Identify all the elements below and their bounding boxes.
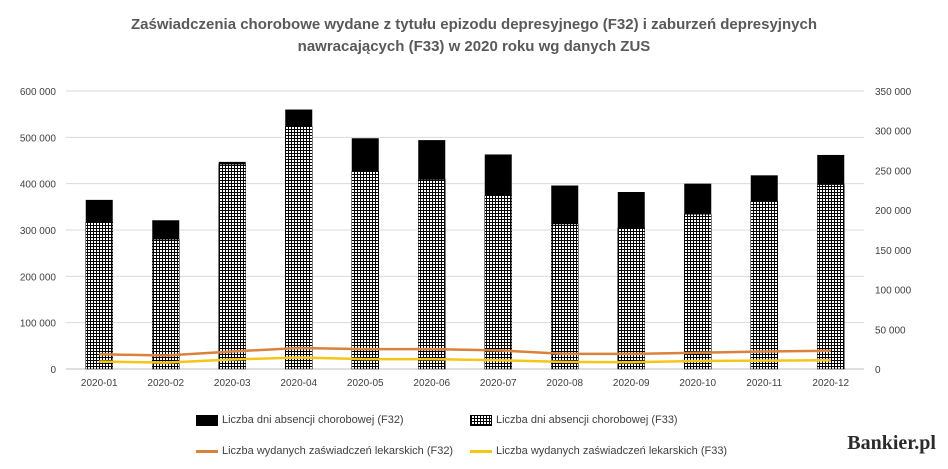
bar-f33-days [218, 163, 246, 370]
bar-f33-days [418, 179, 446, 370]
bar-f33-days [285, 126, 313, 370]
bar-f32-days [218, 161, 246, 165]
bar-f32-days [551, 185, 579, 224]
x-axis-tick-label: 2020-08 [546, 378, 583, 389]
left-axis-tick-label: 500 000 [20, 133, 57, 144]
x-axis-tick-label: 2020-03 [214, 378, 251, 389]
bar-f33-days [750, 201, 778, 370]
bar-f32-days [152, 220, 180, 240]
bar-f33-days [152, 239, 180, 370]
right-axis-tick-label: 200 000 [875, 206, 912, 217]
bar-f33-days [617, 227, 645, 370]
chart-title: Zaświadczenia chorobowe wydane z tytułu … [0, 14, 948, 58]
bar-f32-days [85, 199, 113, 223]
x-axis-tick-label: 2020-10 [679, 378, 716, 389]
right-axis-tick-label: 250 000 [875, 166, 912, 177]
left-axis-tick-label: 300 000 [20, 226, 57, 237]
bar-f33-days [551, 223, 579, 370]
left-axis-tick-label: 600 000 [20, 87, 57, 98]
right-axis-tick-label: 100 000 [875, 286, 912, 297]
bankier-logo: Bankier.pl [847, 432, 936, 454]
x-axis-tick-label: 2020-07 [480, 378, 517, 389]
bar-f33-days [85, 221, 113, 370]
bar-f32-days [418, 140, 446, 180]
x-axis-tick-label: 2020-09 [613, 378, 650, 389]
bar-f32-days [617, 192, 645, 228]
x-axis-tick-label: 2020-12 [812, 378, 849, 389]
left-axis-tick-label: 200 000 [20, 272, 57, 283]
x-axis-tick-label: 2020-04 [280, 378, 317, 389]
bar-f33-days [684, 213, 712, 370]
right-axis-tick-label: 350 000 [875, 87, 912, 98]
chart-title-line-2: nawracających (F33) w 2020 roku wg danyc… [297, 38, 651, 55]
line-f33-certs [99, 356, 831, 364]
bar-f32-days [484, 154, 512, 196]
left-axis-tick-label: 100 000 [20, 319, 57, 330]
bar-f32-days [750, 175, 778, 202]
bar-f32-days [684, 183, 712, 215]
left-axis-tick-label: 0 [50, 365, 56, 376]
x-axis-tick-label: 2020-02 [147, 378, 184, 389]
bar-f33-days [351, 170, 379, 370]
x-axis-tick-label: 2020-05 [347, 378, 384, 389]
bar-f33-days [484, 195, 512, 370]
bar-f33-days [817, 184, 845, 370]
line-f32-certs [99, 346, 831, 357]
x-axis-tick-label: 2020-06 [413, 378, 450, 389]
right-axis-tick-label: 0 [875, 365, 881, 376]
right-axis-tick-label: 300 000 [875, 127, 912, 138]
right-axis-tick-label: 50 000 [875, 325, 906, 336]
x-axis-tick-label: 2020-11 [746, 378, 782, 389]
right-axis-tick-label: 150 000 [875, 246, 912, 257]
bar-f32-days [285, 109, 313, 127]
chart-title-line-1: Zaświadczenia chorobowe wydane z tytułu … [131, 16, 817, 33]
left-axis-tick-label: 400 000 [20, 180, 57, 191]
bar-f32-days [817, 154, 845, 185]
bar-f32-days [351, 138, 379, 172]
x-axis-tick-label: 2020-01 [81, 378, 118, 389]
